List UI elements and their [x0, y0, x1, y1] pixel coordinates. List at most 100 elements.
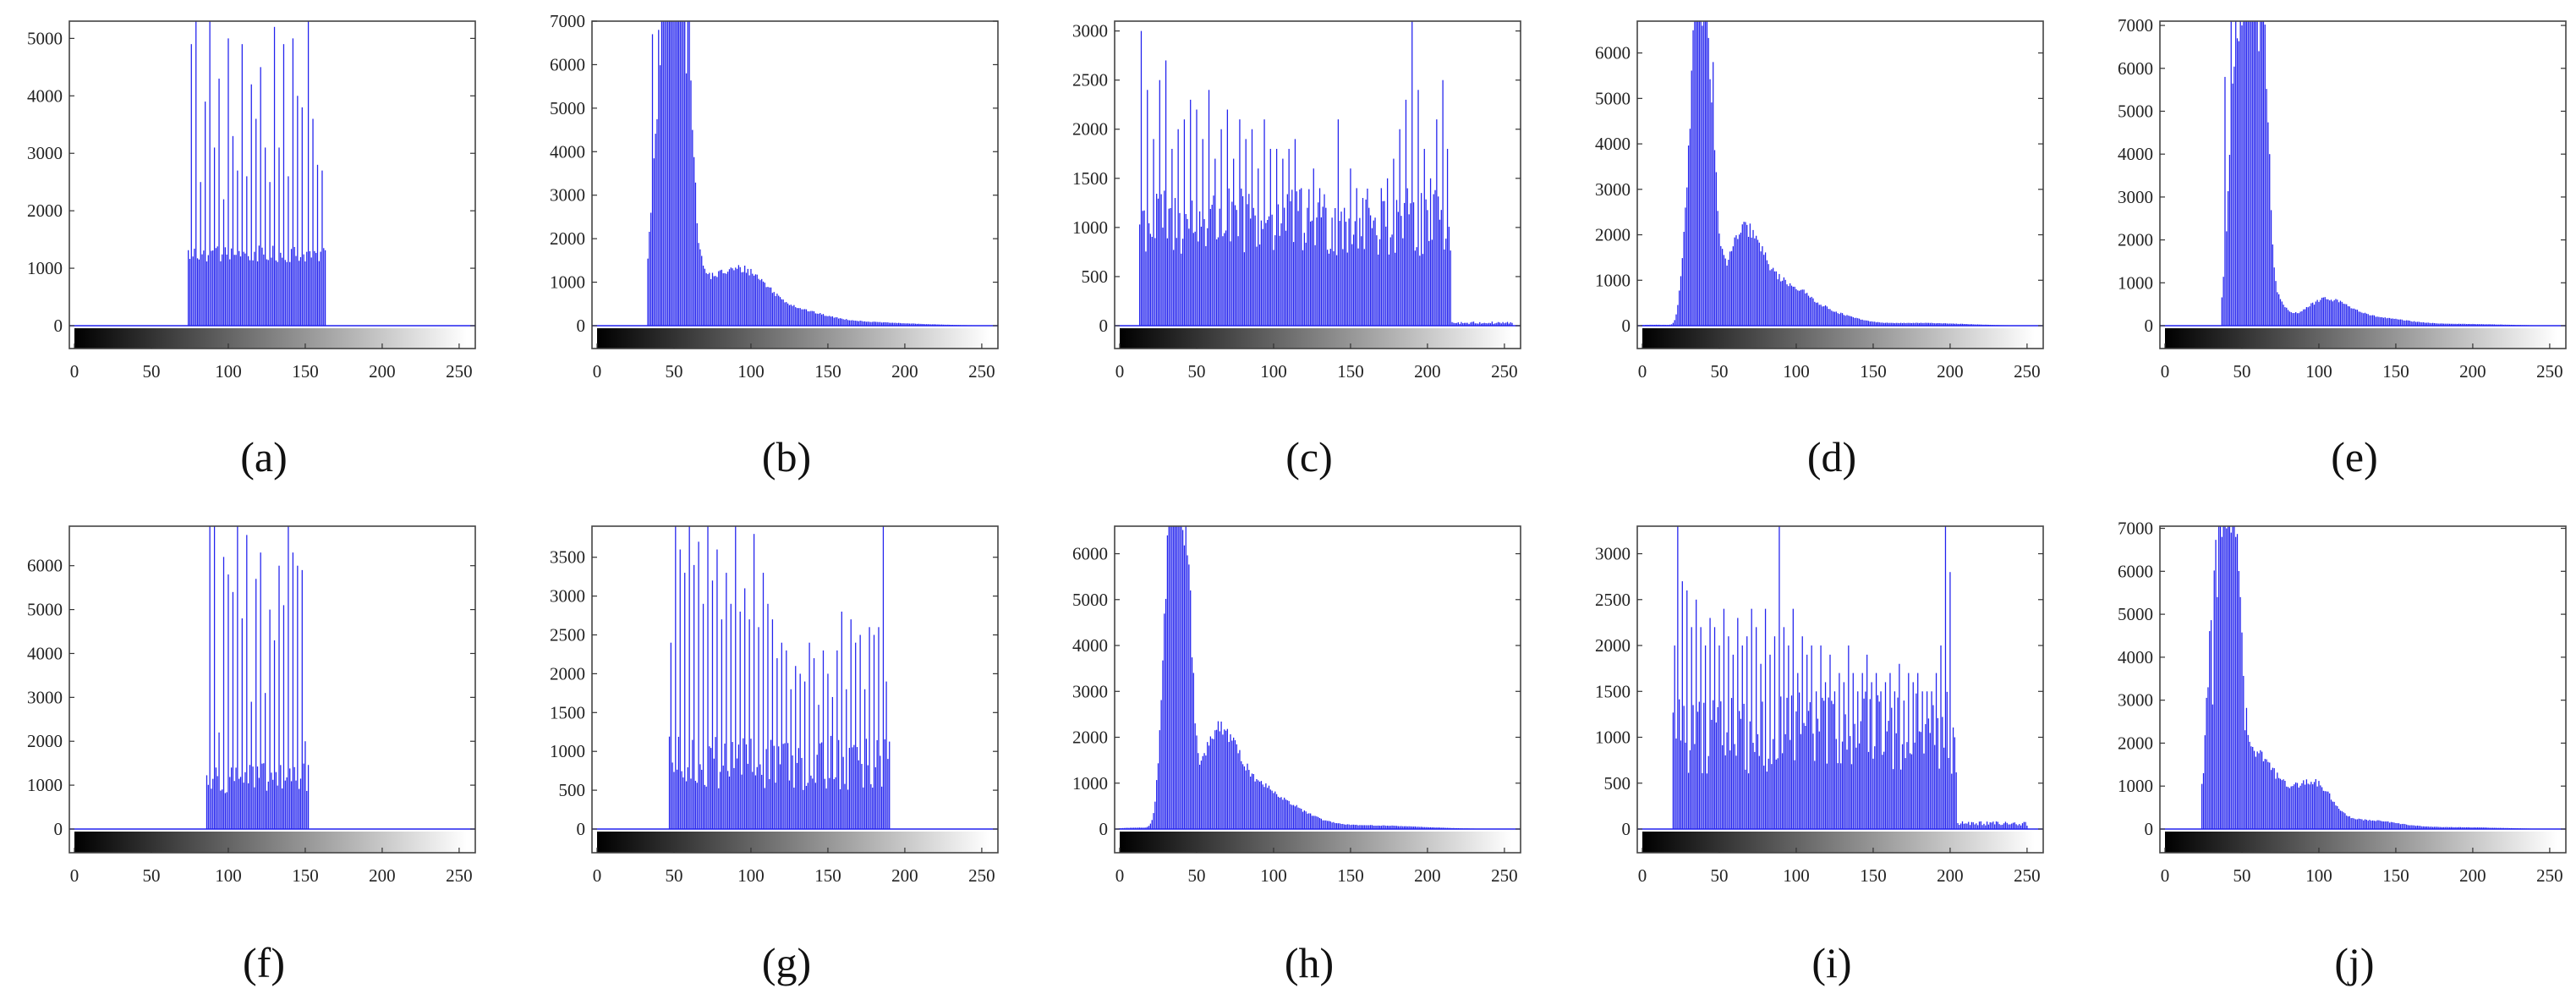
- bar: [1322, 206, 1324, 326]
- x-tick-label: 150: [1860, 865, 1887, 886]
- bar: [1777, 279, 1779, 326]
- bar: [709, 746, 710, 829]
- bar: [1151, 820, 1153, 829]
- bar: [1829, 309, 1831, 326]
- bar: [2222, 526, 2224, 829]
- bar: [2350, 308, 2352, 326]
- bar: [1299, 808, 1301, 829]
- bar: [213, 526, 216, 829]
- bar: [1766, 772, 1768, 829]
- bar: [2299, 311, 2301, 326]
- bar: [1442, 80, 1444, 327]
- bar: [1686, 590, 1688, 829]
- bar: [1788, 645, 1789, 829]
- bar: [1801, 289, 1803, 326]
- y-tick-label: 1000: [2118, 776, 2153, 796]
- bar: [247, 255, 249, 326]
- bar: [1284, 797, 1285, 829]
- bar: [2310, 303, 2312, 326]
- bar: [289, 261, 291, 326]
- bar: [1806, 654, 1808, 829]
- bar: [1703, 702, 1705, 829]
- bar: [818, 313, 819, 326]
- bar: [2249, 741, 2250, 829]
- bar: [1205, 755, 1207, 829]
- bar: [1337, 823, 1340, 829]
- bar: [1889, 322, 1891, 326]
- bar: [1711, 102, 1713, 327]
- bar: [1935, 673, 1937, 829]
- bar: [1487, 323, 1488, 326]
- bar: [872, 788, 874, 829]
- x-tick-label: 0: [593, 865, 602, 886]
- bar: [1284, 207, 1285, 326]
- bar: [688, 526, 690, 829]
- bar: [693, 564, 695, 829]
- x-tick-label: 250: [968, 361, 995, 382]
- bar: [263, 763, 265, 829]
- bar: [870, 321, 872, 326]
- bar: [2000, 825, 2002, 829]
- bar: [721, 269, 723, 326]
- bar: [1297, 807, 1299, 829]
- bar: [1280, 223, 1282, 326]
- bar: [1214, 730, 1216, 829]
- bar: [1378, 239, 1381, 326]
- bar: [1811, 296, 1812, 326]
- bar: [679, 549, 681, 829]
- bar: [776, 294, 778, 326]
- bar: [1373, 220, 1374, 326]
- bar: [1918, 731, 1921, 829]
- y-tick-label: 4000: [2118, 647, 2153, 667]
- bar: [2361, 312, 2363, 326]
- bar: [739, 611, 741, 829]
- bar: [2370, 821, 2372, 829]
- plot-frame: [69, 525, 476, 854]
- bar: [2382, 317, 2385, 326]
- bar: [1183, 545, 1186, 829]
- bar: [1844, 714, 1846, 829]
- bar: [206, 775, 208, 829]
- bar: [804, 309, 806, 326]
- bar: [790, 689, 792, 829]
- bar: [1741, 224, 1743, 326]
- bar: [224, 793, 226, 829]
- bar: [2418, 826, 2420, 829]
- bar: [1872, 758, 1874, 829]
- bar: [775, 783, 776, 829]
- bar: [767, 603, 769, 829]
- bar: [1333, 250, 1335, 326]
- bar: [1217, 721, 1219, 829]
- x-tick-label: 50: [1710, 865, 1728, 886]
- bar: [913, 323, 915, 326]
- bar: [2017, 825, 2019, 829]
- y-tick-label: 3000: [27, 143, 63, 163]
- bar: [1346, 252, 1348, 326]
- bar: [2235, 21, 2237, 326]
- bar: [810, 775, 812, 829]
- bar: [188, 250, 189, 326]
- bar: [1408, 214, 1410, 326]
- bar: [1267, 220, 1269, 326]
- bar: [1439, 827, 1441, 829]
- bar: [781, 642, 782, 829]
- x-tick-label: 200: [891, 361, 918, 382]
- bar: [2344, 813, 2346, 829]
- bar: [301, 569, 303, 829]
- bar: [1700, 21, 1702, 326]
- bar: [2367, 314, 2369, 326]
- bar: [704, 784, 706, 829]
- bar: [1148, 826, 1150, 829]
- bar: [2487, 324, 2489, 326]
- bar: [2232, 83, 2233, 326]
- bar: [1981, 825, 1983, 829]
- bar: [1429, 827, 1432, 829]
- bar: [189, 259, 191, 326]
- bar: [810, 310, 812, 326]
- bar: [1795, 711, 1797, 829]
- bar: [1263, 787, 1265, 829]
- bar: [1764, 252, 1767, 326]
- bar: [1224, 233, 1225, 326]
- bar: [2431, 827, 2434, 829]
- bar: [1290, 804, 1291, 829]
